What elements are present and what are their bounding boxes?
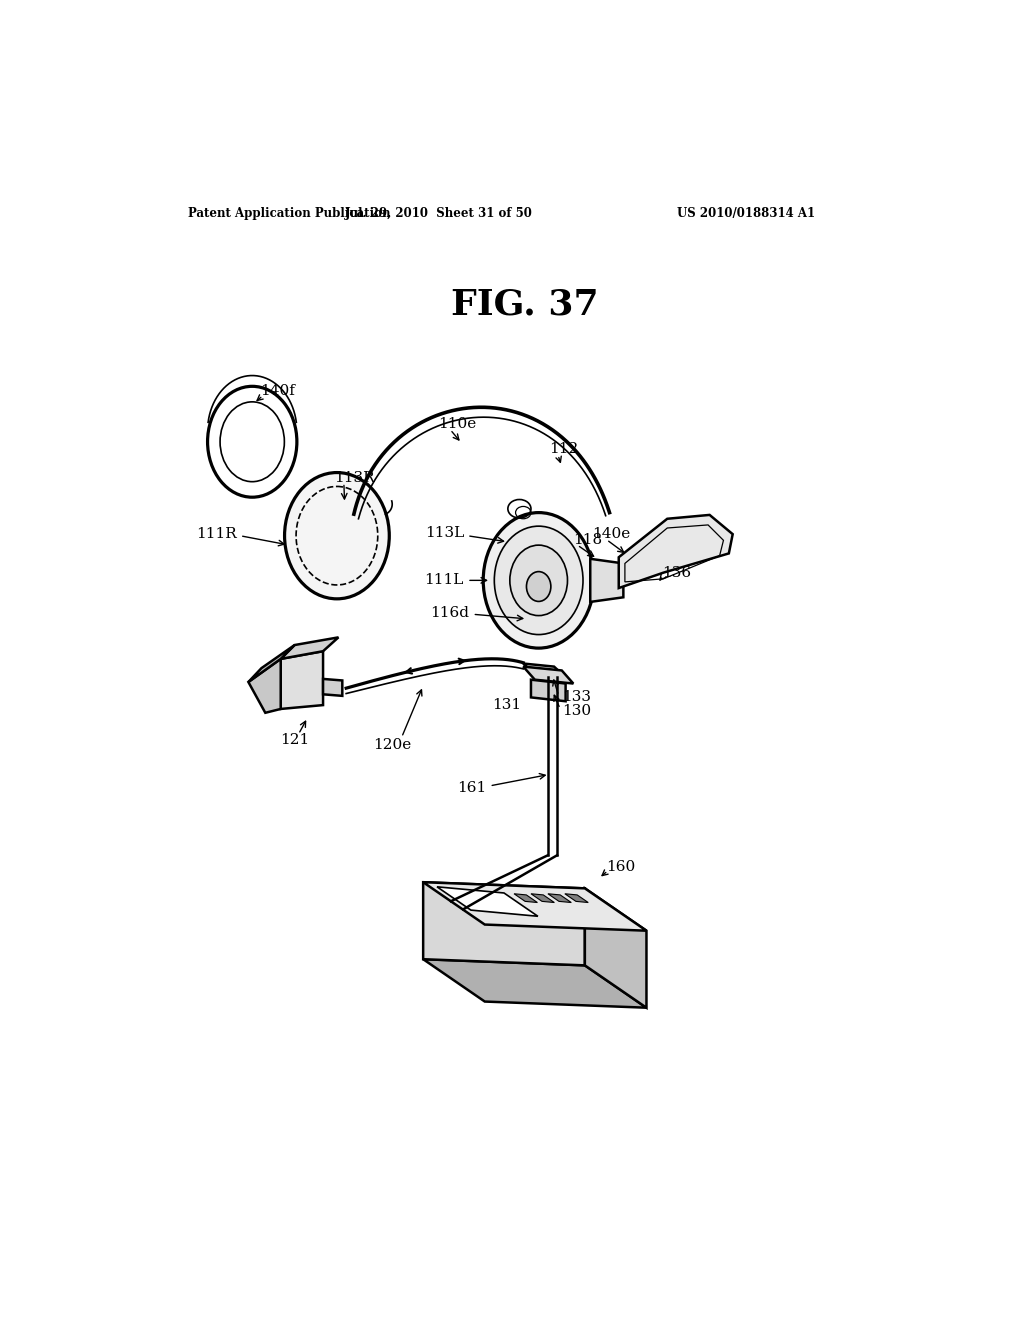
Polygon shape	[548, 894, 571, 903]
Polygon shape	[423, 882, 646, 931]
Polygon shape	[531, 680, 565, 701]
Text: 116d: 116d	[430, 606, 469, 619]
Text: 136: 136	[662, 566, 691, 579]
Polygon shape	[514, 894, 538, 903]
Text: 130: 130	[562, 705, 591, 718]
Polygon shape	[281, 638, 339, 659]
Text: 161: 161	[457, 781, 486, 795]
Polygon shape	[531, 894, 554, 903]
Ellipse shape	[285, 473, 389, 599]
Text: 140f: 140f	[260, 384, 295, 397]
Ellipse shape	[483, 512, 594, 648]
Text: Patent Application Publication: Patent Application Publication	[188, 207, 391, 220]
Text: 111R: 111R	[196, 527, 237, 541]
Text: 160: 160	[606, 859, 636, 874]
Polygon shape	[585, 888, 646, 1007]
Text: 110e: 110e	[438, 417, 477, 432]
Polygon shape	[565, 894, 588, 903]
Text: US 2010/0188314 A1: US 2010/0188314 A1	[677, 207, 815, 220]
Polygon shape	[249, 645, 295, 682]
Polygon shape	[523, 667, 573, 684]
Text: 140e: 140e	[593, 527, 631, 541]
Polygon shape	[523, 664, 565, 677]
Text: 118: 118	[573, 532, 602, 546]
Ellipse shape	[510, 545, 567, 615]
Polygon shape	[423, 882, 585, 965]
Polygon shape	[423, 960, 646, 1007]
Polygon shape	[249, 659, 281, 713]
Text: 112: 112	[549, 442, 578, 457]
Text: 120e: 120e	[373, 738, 412, 752]
Polygon shape	[590, 558, 624, 602]
Text: 121: 121	[280, 733, 309, 747]
Text: 113L: 113L	[425, 527, 464, 540]
Polygon shape	[437, 887, 538, 916]
Text: FIG. 37: FIG. 37	[451, 288, 599, 322]
Text: 133: 133	[562, 690, 591, 705]
Text: Jul. 29, 2010  Sheet 31 of 50: Jul. 29, 2010 Sheet 31 of 50	[345, 207, 532, 220]
Text: 131: 131	[492, 698, 521, 711]
Text: 111L: 111L	[425, 573, 464, 587]
Polygon shape	[323, 678, 342, 696]
Ellipse shape	[526, 572, 551, 602]
Polygon shape	[618, 515, 733, 589]
Text: 113R: 113R	[335, 471, 375, 484]
Ellipse shape	[495, 527, 583, 635]
Polygon shape	[281, 651, 323, 709]
